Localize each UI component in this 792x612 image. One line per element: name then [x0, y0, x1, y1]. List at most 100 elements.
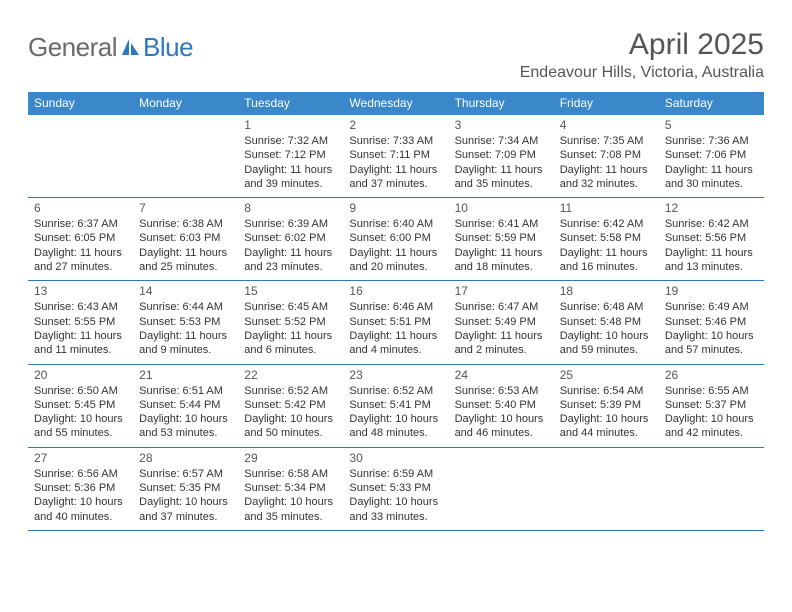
sunrise-text: Sunrise: 7:35 AM	[560, 134, 653, 148]
sunset-text: Sunset: 5:44 PM	[139, 398, 232, 412]
calendar-grid: SundayMondayTuesdayWednesdayThursdayFrid…	[28, 92, 764, 531]
sunrise-text: Sunrise: 6:57 AM	[139, 467, 232, 481]
day-number: 26	[665, 368, 758, 382]
sunrise-text: Sunrise: 6:40 AM	[349, 217, 442, 231]
day-cell: 24Sunrise: 6:53 AMSunset: 5:40 PMDayligh…	[449, 365, 554, 447]
brand-part2: Blue	[143, 32, 193, 63]
day-cell: 1Sunrise: 7:32 AMSunset: 7:12 PMDaylight…	[238, 115, 343, 197]
day-number: 18	[560, 284, 653, 298]
sunset-text: Sunset: 6:03 PM	[139, 231, 232, 245]
sunrise-text: Sunrise: 6:50 AM	[34, 384, 127, 398]
sunrise-text: Sunrise: 6:53 AM	[455, 384, 548, 398]
day-number: 13	[34, 284, 127, 298]
sunrise-text: Sunrise: 6:39 AM	[244, 217, 337, 231]
day-number: 6	[34, 201, 127, 215]
page-header: General Blue April 2025 Endeavour Hills,…	[28, 28, 764, 82]
daylight-text: Daylight: 11 hours and 32 minutes.	[560, 163, 653, 192]
sunset-text: Sunset: 5:35 PM	[139, 481, 232, 495]
day-cell: 27Sunrise: 6:56 AMSunset: 5:36 PMDayligh…	[28, 448, 133, 530]
sunrise-text: Sunrise: 6:37 AM	[34, 217, 127, 231]
day-cell: 25Sunrise: 6:54 AMSunset: 5:39 PMDayligh…	[554, 365, 659, 447]
sunset-text: Sunset: 5:36 PM	[34, 481, 127, 495]
daylight-text: Daylight: 11 hours and 18 minutes.	[455, 246, 548, 275]
sunrise-text: Sunrise: 7:34 AM	[455, 134, 548, 148]
daylight-text: Daylight: 11 hours and 35 minutes.	[455, 163, 548, 192]
week-row: 20Sunrise: 6:50 AMSunset: 5:45 PMDayligh…	[28, 365, 764, 448]
sunset-text: Sunset: 5:34 PM	[244, 481, 337, 495]
day-number: 14	[139, 284, 232, 298]
sunrise-text: Sunrise: 6:52 AM	[349, 384, 442, 398]
daylight-text: Daylight: 10 hours and 53 minutes.	[139, 412, 232, 441]
day-cell: 9Sunrise: 6:40 AMSunset: 6:00 PMDaylight…	[343, 198, 448, 280]
sunrise-text: Sunrise: 6:46 AM	[349, 300, 442, 314]
day-number: 15	[244, 284, 337, 298]
day-number: 30	[349, 451, 442, 465]
day-number: 28	[139, 451, 232, 465]
sunset-text: Sunset: 5:49 PM	[455, 315, 548, 329]
day-number: 22	[244, 368, 337, 382]
day-cell: 4Sunrise: 7:35 AMSunset: 7:08 PMDaylight…	[554, 115, 659, 197]
daylight-text: Daylight: 11 hours and 30 minutes.	[665, 163, 758, 192]
sunrise-text: Sunrise: 7:32 AM	[244, 134, 337, 148]
day-number: 29	[244, 451, 337, 465]
day-cell: 18Sunrise: 6:48 AMSunset: 5:48 PMDayligh…	[554, 281, 659, 363]
day-cell: 26Sunrise: 6:55 AMSunset: 5:37 PMDayligh…	[659, 365, 764, 447]
sunset-text: Sunset: 7:09 PM	[455, 148, 548, 162]
day-number: 10	[455, 201, 548, 215]
daylight-text: Daylight: 10 hours and 55 minutes.	[34, 412, 127, 441]
sunset-text: Sunset: 5:58 PM	[560, 231, 653, 245]
sunrise-text: Sunrise: 6:48 AM	[560, 300, 653, 314]
daylight-text: Daylight: 11 hours and 11 minutes.	[34, 329, 127, 358]
day-number: 8	[244, 201, 337, 215]
page-subtitle: Endeavour Hills, Victoria, Australia	[520, 64, 764, 82]
title-block: April 2025 Endeavour Hills, Victoria, Au…	[520, 28, 764, 82]
day-cell: 10Sunrise: 6:41 AMSunset: 5:59 PMDayligh…	[449, 198, 554, 280]
weekday-label: Friday	[554, 92, 659, 115]
day-cell	[133, 115, 238, 197]
sunset-text: Sunset: 5:46 PM	[665, 315, 758, 329]
week-row: 27Sunrise: 6:56 AMSunset: 5:36 PMDayligh…	[28, 448, 764, 531]
day-number: 21	[139, 368, 232, 382]
day-number: 12	[665, 201, 758, 215]
sunset-text: Sunset: 5:33 PM	[349, 481, 442, 495]
sunrise-text: Sunrise: 6:58 AM	[244, 467, 337, 481]
sunset-text: Sunset: 5:55 PM	[34, 315, 127, 329]
day-cell: 3Sunrise: 7:34 AMSunset: 7:09 PMDaylight…	[449, 115, 554, 197]
day-number: 19	[665, 284, 758, 298]
weekday-label: Sunday	[28, 92, 133, 115]
day-cell: 7Sunrise: 6:38 AMSunset: 6:03 PMDaylight…	[133, 198, 238, 280]
day-number: 7	[139, 201, 232, 215]
day-number: 5	[665, 118, 758, 132]
day-number: 9	[349, 201, 442, 215]
daylight-text: Daylight: 11 hours and 13 minutes.	[665, 246, 758, 275]
sunset-text: Sunset: 5:37 PM	[665, 398, 758, 412]
daylight-text: Daylight: 11 hours and 27 minutes.	[34, 246, 127, 275]
sunrise-text: Sunrise: 6:42 AM	[560, 217, 653, 231]
sunset-text: Sunset: 5:45 PM	[34, 398, 127, 412]
sunset-text: Sunset: 5:40 PM	[455, 398, 548, 412]
sunrise-text: Sunrise: 6:45 AM	[244, 300, 337, 314]
day-number: 24	[455, 368, 548, 382]
daylight-text: Daylight: 11 hours and 37 minutes.	[349, 163, 442, 192]
sunset-text: Sunset: 5:41 PM	[349, 398, 442, 412]
week-row: 6Sunrise: 6:37 AMSunset: 6:05 PMDaylight…	[28, 198, 764, 281]
day-cell: 5Sunrise: 7:36 AMSunset: 7:06 PMDaylight…	[659, 115, 764, 197]
sunset-text: Sunset: 6:05 PM	[34, 231, 127, 245]
week-row: 1Sunrise: 7:32 AMSunset: 7:12 PMDaylight…	[28, 115, 764, 198]
sail-icon	[120, 37, 140, 57]
daylight-text: Daylight: 11 hours and 9 minutes.	[139, 329, 232, 358]
daylight-text: Daylight: 10 hours and 33 minutes.	[349, 495, 442, 524]
sunset-text: Sunset: 7:11 PM	[349, 148, 442, 162]
daylight-text: Daylight: 11 hours and 39 minutes.	[244, 163, 337, 192]
sunset-text: Sunset: 5:51 PM	[349, 315, 442, 329]
day-number: 16	[349, 284, 442, 298]
sunrise-text: Sunrise: 7:36 AM	[665, 134, 758, 148]
day-cell: 29Sunrise: 6:58 AMSunset: 5:34 PMDayligh…	[238, 448, 343, 530]
day-cell	[28, 115, 133, 197]
daylight-text: Daylight: 11 hours and 23 minutes.	[244, 246, 337, 275]
day-number: 1	[244, 118, 337, 132]
day-cell: 28Sunrise: 6:57 AMSunset: 5:35 PMDayligh…	[133, 448, 238, 530]
day-number: 4	[560, 118, 653, 132]
day-cell: 2Sunrise: 7:33 AMSunset: 7:11 PMDaylight…	[343, 115, 448, 197]
day-cell: 17Sunrise: 6:47 AMSunset: 5:49 PMDayligh…	[449, 281, 554, 363]
